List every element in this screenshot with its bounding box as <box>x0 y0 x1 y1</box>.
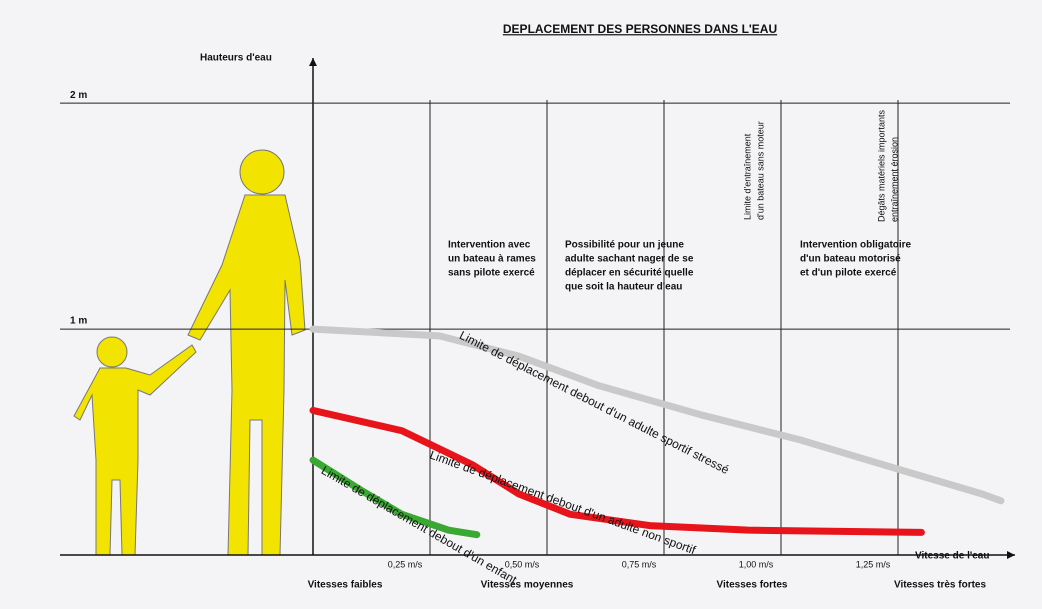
zone-annotation: que soit la hauteur d'eau <box>565 282 682 293</box>
speed-zone-label: Vitesses moyennes <box>481 580 574 591</box>
vertical-annotation: entraînement érosion <box>889 137 899 222</box>
vertical-annotation: d'un bateau sans moteur <box>755 121 765 220</box>
series-line <box>309 325 1005 505</box>
x-axis-label: Vitesse de l'eau <box>915 551 989 562</box>
child-head <box>96 336 128 368</box>
speed-zone-label: Vitesses fortes <box>717 580 788 591</box>
silhouettes <box>73 149 306 556</box>
y-tick-label: 1 m <box>70 316 87 327</box>
y-axis-arrow <box>309 58 317 66</box>
x-tick-label: 0,50 m/s <box>505 559 540 569</box>
x-tick-label: 1,25 m/s <box>856 559 891 569</box>
x-tick-label: 0,25 m/s <box>388 559 423 569</box>
zone-annotation: Intervention avec <box>448 240 531 251</box>
zone-annotation: d'un bateau motorisé <box>800 254 901 265</box>
vertical-annotation: Limite d'entraînement <box>742 133 752 220</box>
zone-annotation: Possibilité pour un jeune <box>565 240 684 251</box>
chart-title: DEPLACEMENT DES PERSONNES DANS L'EAU <box>503 22 777 36</box>
vertical-annotation: Dégâts matériels importants <box>876 109 886 222</box>
zone-annotation: et d'un pilote exercé <box>800 268 897 279</box>
zone-annotation: sans pilote exercé <box>448 268 535 279</box>
y-tick-label: 2 m <box>70 90 87 101</box>
speed-zone-label: Vitesses faibles <box>308 580 383 591</box>
speed-zone-label: Vitesses très fortes <box>894 580 987 591</box>
adult-body <box>187 194 306 556</box>
zone-annotation: déplacer en sécurité quelle <box>565 268 694 279</box>
zone-annotation: adulte sachant nager de se <box>565 254 694 265</box>
y-axis-label: Hauteurs d'eau <box>200 53 272 64</box>
x-axis-arrow <box>1007 551 1015 559</box>
zone-annotation: Intervention obligatoire <box>800 240 912 251</box>
series-line <box>309 406 925 536</box>
zone-annotation: un bateau à rames <box>448 254 536 265</box>
series-line <box>309 456 481 539</box>
x-tick-label: 0,75 m/s <box>622 559 657 569</box>
x-tick-label: 1,00 m/s <box>739 559 774 569</box>
adult-head <box>239 149 285 195</box>
